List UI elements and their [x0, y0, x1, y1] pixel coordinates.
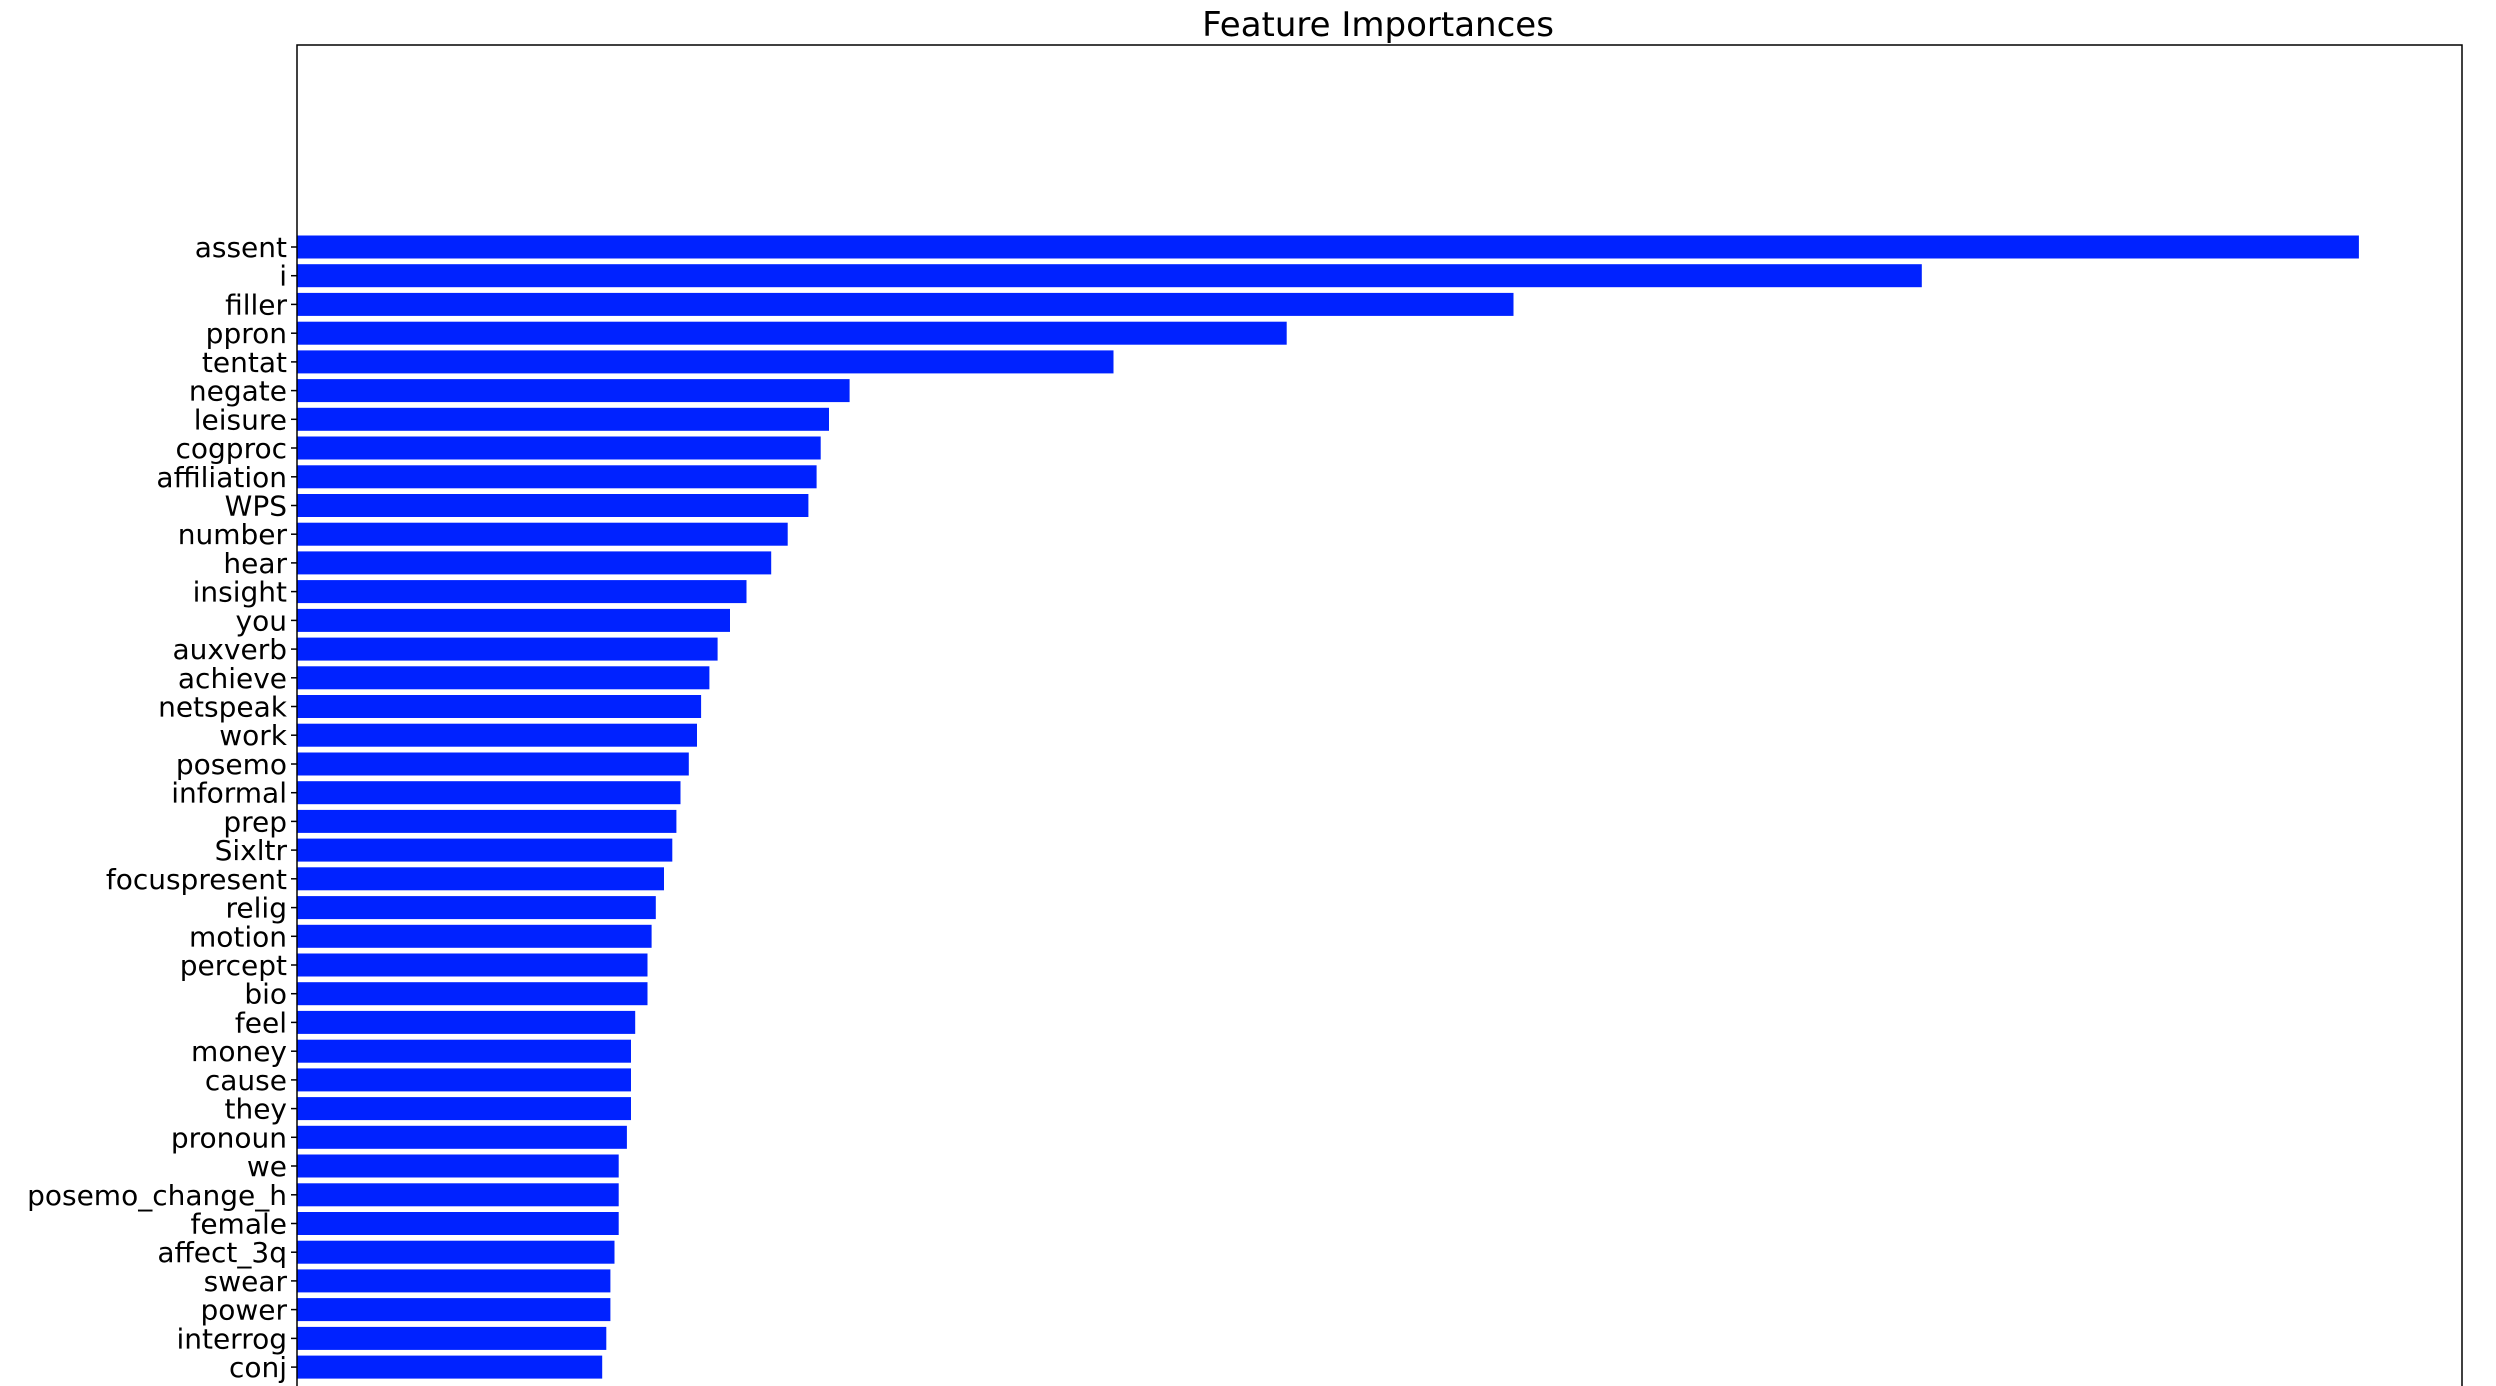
- bar-pronoun: [297, 1125, 627, 1149]
- bar-affiliation: [297, 465, 817, 489]
- y-tick-label-we: we: [247, 1150, 287, 1183]
- bar-ppron: [297, 321, 1287, 345]
- y-tick-label-filler: filler: [225, 288, 287, 321]
- y-tick-label-wps: WPS: [225, 490, 287, 523]
- bar-relig: [297, 896, 656, 920]
- bar-feel: [297, 1010, 636, 1034]
- y-tick-label-tentat: tentat: [202, 346, 287, 379]
- bar-number: [297, 522, 788, 546]
- bar-hear: [297, 551, 772, 575]
- y-tick-label-relig: relig: [226, 892, 287, 925]
- bar-bio: [297, 982, 648, 1006]
- bar-negate: [297, 379, 850, 403]
- y-tick-label-assent: assent: [195, 231, 287, 264]
- bar-we: [297, 1154, 619, 1178]
- bar-money: [297, 1039, 631, 1063]
- bar-focuspresent: [297, 867, 664, 891]
- y-tick-label-prep: prep: [223, 805, 287, 838]
- y-tick-labels: assentifillerpprontentatnegateleisurecog…: [27, 231, 297, 1384]
- y-tick-label-ppron: ppron: [206, 317, 287, 350]
- bar-insight: [297, 580, 747, 604]
- y-tick-label-conj: conj: [229, 1351, 287, 1384]
- y-tick-label-power: power: [200, 1294, 287, 1327]
- y-tick-label-leisure: leisure: [194, 403, 287, 436]
- bar-you: [297, 608, 730, 632]
- bar-power: [297, 1298, 611, 1322]
- bar-posemo: [297, 752, 689, 776]
- y-tick-label-number: number: [178, 518, 288, 551]
- y-tick-label-bio: bio: [244, 978, 287, 1011]
- bar-they: [297, 1097, 631, 1121]
- y-tick-label-percept: percept: [180, 949, 287, 982]
- y-tick-label-motion: motion: [189, 920, 287, 953]
- y-tick-label-cogproc: cogproc: [176, 432, 288, 465]
- bar-tentat: [297, 350, 1114, 374]
- bar-i: [297, 264, 1922, 288]
- y-tick-label-auxverb: auxverb: [172, 633, 287, 666]
- y-tick-label-posemo: posemo: [176, 748, 287, 781]
- bar-auxverb: [297, 637, 718, 661]
- y-tick-label-insight: insight: [193, 576, 287, 609]
- bar-conj: [297, 1355, 603, 1379]
- bar-achieve: [297, 666, 710, 690]
- bar-cogproc: [297, 436, 821, 460]
- bar-interrog: [297, 1326, 607, 1350]
- bar-work: [297, 723, 697, 747]
- bar-sixltr: [297, 838, 673, 862]
- bars-group: [297, 235, 2359, 1379]
- bar-filler: [297, 292, 1514, 316]
- y-tick-label-negate: negate: [189, 375, 287, 408]
- y-tick-label-affiliation: affiliation: [156, 461, 287, 494]
- y-tick-label-pronoun: pronoun: [171, 1121, 287, 1154]
- bar-swear: [297, 1269, 611, 1293]
- y-tick-label-netspeak: netspeak: [158, 691, 288, 724]
- bar-prep: [297, 809, 677, 833]
- y-tick-label-posemo-change-h: posemo_change_h: [27, 1179, 287, 1212]
- bar-cause: [297, 1068, 631, 1092]
- plot-frame: [296, 44, 2463, 1386]
- bar-assent: [297, 235, 2359, 259]
- y-tick-label-they: they: [224, 1093, 287, 1126]
- bar-wps: [297, 494, 809, 517]
- y-tick-label-focuspresent: focuspresent: [106, 863, 287, 896]
- y-tick-label-affect-3q: affect_3q: [157, 1236, 287, 1269]
- y-tick-label-swear: swear: [204, 1265, 288, 1298]
- y-tick-label-sixltr: Sixltr: [215, 834, 288, 867]
- y-tick-label-interrog: interrog: [176, 1322, 287, 1355]
- y-tick-label-you: you: [236, 604, 287, 637]
- bar-motion: [297, 924, 652, 948]
- bar-female: [297, 1212, 619, 1235]
- bar-percept: [297, 953, 648, 977]
- bar-netspeak: [297, 695, 702, 718]
- chart-title: Feature Importances: [1202, 5, 1554, 45]
- y-tick-label-i: i: [279, 260, 287, 293]
- y-tick-label-work: work: [219, 719, 288, 752]
- bar-posemo-change-h: [297, 1183, 619, 1207]
- y-tick-label-feel: feel: [235, 1006, 287, 1039]
- y-tick-label-cause: cause: [205, 1064, 287, 1097]
- bar-affect-3q: [297, 1240, 615, 1264]
- y-tick-label-informal: informal: [171, 777, 287, 810]
- y-tick-label-money: money: [191, 1035, 287, 1068]
- y-tick-label-hear: hear: [223, 547, 287, 580]
- y-tick-label-female: female: [190, 1208, 287, 1241]
- bar-informal: [297, 781, 681, 805]
- bar-leisure: [297, 407, 829, 431]
- y-tick-label-achieve: achieve: [178, 662, 287, 695]
